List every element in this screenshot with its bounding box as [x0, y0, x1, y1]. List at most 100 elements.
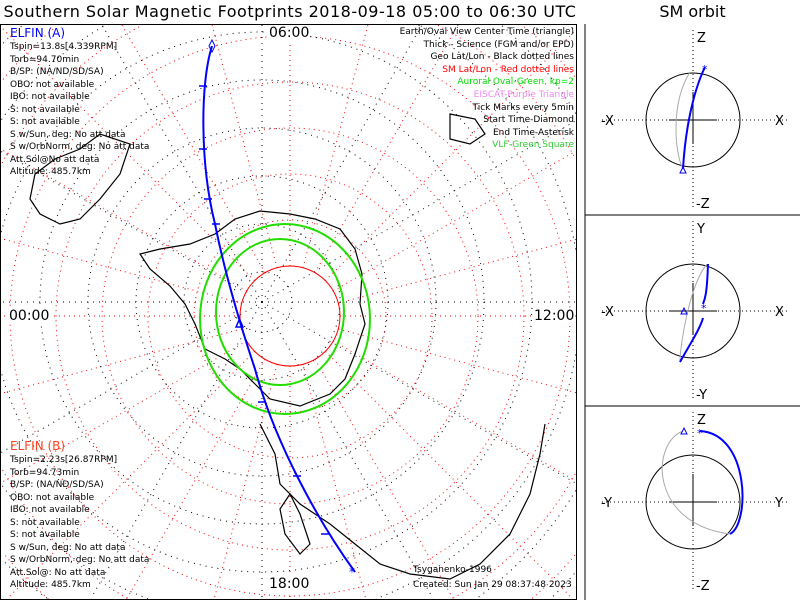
info-line: Att.Sol@: No att data	[10, 567, 106, 578]
legend-item: VLF-Green Square	[492, 140, 574, 151]
legend-item: Tick Marks every 5min	[472, 102, 574, 113]
end-asterisk: *	[701, 302, 707, 315]
info-line: S w/OrbNorm, deg: No att data	[10, 555, 150, 565]
geo-lat-circle	[0, 31, 533, 573]
info-line: IBO: not available	[10, 92, 90, 102]
axis-label-left: -X	[601, 305, 614, 320]
sm-lon-line	[126, 359, 266, 599]
axis-label-top: Z	[697, 31, 706, 46]
info-line: Att.Sol@No att data	[10, 154, 100, 165]
sm-lon-line	[213, 364, 278, 599]
sm-latlon-grid	[1, 24, 577, 600]
sm-lat-circle	[2, 26, 576, 600]
sm-lon-line	[325, 351, 574, 600]
sm-orbit-panel: * Y -Y -X X	[601, 221, 790, 403]
footprint-track	[699, 430, 744, 535]
info-line: Torb=94.70min	[10, 54, 80, 65]
info-line: S w/Sun, deg: No att data	[10, 542, 126, 553]
axis-label-right: X	[775, 114, 784, 129]
info-line: S: not available	[10, 517, 80, 528]
elfin-a-track	[202, 45, 356, 573]
axis-label-bottom: -Z	[696, 197, 710, 212]
view-center-triangle	[234, 317, 245, 328]
time-label-right: 12:00	[533, 308, 576, 324]
legend-item: Geo Lat/Lon - Black dotted lines	[430, 52, 574, 63]
sm-lon-line	[1, 238, 242, 304]
footprint-track	[679, 317, 704, 363]
time-label-bottom: 18:00	[268, 576, 311, 592]
orbit-path	[661, 430, 731, 535]
geo-lon-line	[102, 25, 263, 303]
legend-item: SM Lat/Lon - Red dotted lines	[442, 64, 574, 75]
info-line: OBO: not available	[10, 492, 95, 503]
info-line: S: not available	[10, 530, 80, 540]
sm-lon-line	[1, 340, 247, 483]
footprint-track	[682, 66, 706, 170]
sm-lon-line	[121, 24, 266, 273]
info-line: S w/Sun, deg: No att data	[10, 129, 126, 140]
info-line: S w/OrbNorm, deg: No att data	[10, 142, 150, 152]
geo-latlon-grid	[0, 24, 577, 600]
geo-lat-circle	[551, 27, 575, 598]
orbit-path	[675, 71, 691, 170]
info-line: B/SP: (NA/ND/SD/SA)	[10, 480, 104, 490]
info-line: S: not available	[10, 104, 80, 115]
view-center-triangle	[679, 165, 687, 174]
sm-lat-circle	[55, 81, 525, 551]
earth-circle	[645, 263, 741, 359]
sm-lon-line	[338, 238, 577, 304]
legend: Earth/Oval View Center Time (triangle) Th…	[400, 26, 574, 152]
axis-label-left: -Y	[601, 496, 612, 511]
axis-label-top: Z	[697, 413, 706, 428]
axis-label-bottom: -Z	[696, 579, 710, 594]
axis-label-left: -X	[601, 114, 614, 129]
legend-item: Start Time-Diamond	[483, 115, 574, 126]
sm-lon-line	[333, 150, 577, 292]
info-line: OBO: not available	[10, 79, 95, 90]
sm-lon-line	[333, 340, 577, 482]
info-line: IBO: not available	[10, 505, 90, 515]
elfin-a-title: ELFIN (A)	[10, 26, 66, 40]
geo-lon-line	[261, 301, 576, 484]
credits: Tsyganenko-1996 Created: Sun Jan 29 08:3…	[413, 563, 572, 593]
info-line: Altitude: 485.7km	[10, 167, 91, 177]
sm-lon-line	[338, 328, 577, 394]
plot-title: Southern Solar Magnetic Footprints 2018-…	[3, 2, 577, 21]
info-line: Torb=94.73min	[10, 467, 80, 478]
end-asterisk: *	[349, 565, 355, 579]
sm-lon-line	[1, 149, 247, 292]
geo-lon-line	[1, 301, 263, 453]
track-tick-marks	[199, 85, 329, 535]
geo-lon-line	[261, 301, 434, 599]
legend-item: Thick - Science (FGM and/or EPD)	[423, 39, 574, 50]
sm-orbit-panel: * Z -Z -X X	[601, 30, 790, 212]
legend-item: Earth/Oval View Center Time (triangle)	[399, 27, 574, 37]
sm-pole-circle	[239, 265, 341, 367]
time-label-left: 00:00	[8, 308, 51, 324]
earth-circle	[645, 72, 741, 168]
sm-lon-line	[302, 364, 367, 599]
sm-lon-line	[325, 29, 577, 281]
sm-lat-circle	[101, 127, 479, 505]
info-line: Tspin=13.8s[4.339RPM]	[10, 42, 118, 52]
legend-item: Auroral Oval-Green, kp=2	[457, 77, 574, 88]
info-line: Altitude: 485.7km	[10, 580, 91, 590]
coastlines	[29, 113, 546, 580]
geo-lon-line	[1, 151, 263, 303]
created-label: Created: Sun Jan 29 08:37:48 2023	[413, 580, 572, 590]
axis-label-right: Y	[774, 496, 783, 511]
end-asterisk: *	[697, 427, 703, 440]
view-center-triangle	[680, 306, 688, 315]
elfin-b-title: ELFIN (B)	[10, 439, 66, 453]
sm-orbit-panel: *Z -Z -Y Y	[601, 412, 790, 594]
elfin-b-info: ELFIN (B) Tspin=2.23s[26.87RPM] Torb=94.7…	[10, 439, 149, 592]
info-line: B/SP: (NA/ND/SD/SA)	[10, 67, 104, 77]
sm-lon-line	[314, 24, 459, 273]
sm-lon-line	[314, 359, 454, 599]
time-label-top: 06:00	[268, 25, 311, 41]
end-asterisk: *	[702, 63, 708, 76]
view-center-triangle	[680, 426, 688, 435]
polar-map: * *Z-Z-X X*Y-Y-X X*Z-Z-Y Y	[0, 24, 800, 600]
axis-label-right: X	[775, 305, 784, 320]
axis-label-top: Y	[696, 222, 705, 237]
